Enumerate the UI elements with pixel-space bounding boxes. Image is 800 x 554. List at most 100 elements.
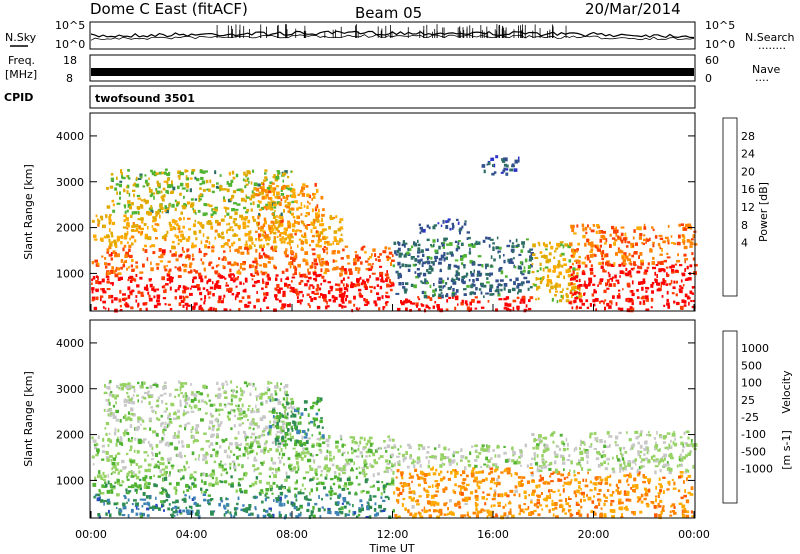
heatmap-cell [142, 263, 145, 268]
heatmap-cell [164, 268, 168, 272]
heatmap-cell [550, 285, 554, 290]
heatmap-cell [200, 240, 203, 245]
heatmap-cell [320, 257, 325, 261]
heatmap-cell [183, 465, 186, 468]
heatmap-cell [195, 431, 199, 434]
heatmap-cell [593, 290, 597, 294]
heatmap-cell [333, 216, 336, 219]
heatmap-cell [160, 254, 164, 259]
heatmap-cell [281, 240, 286, 243]
heatmap-cell [194, 198, 198, 201]
heatmap-cell [110, 231, 113, 234]
heatmap-cell [149, 476, 153, 480]
heatmap-cell [225, 471, 229, 475]
heatmap-cell [638, 226, 642, 231]
heatmap-cell [240, 197, 245, 202]
heatmap-cell [573, 474, 577, 477]
heatmap-cell [346, 284, 350, 288]
heatmap-cell [237, 262, 239, 267]
heatmap-cell [115, 176, 118, 180]
heatmap-cell [177, 242, 180, 246]
heatmap-cell [272, 222, 275, 226]
heatmap-cell [514, 485, 518, 489]
heatmap-cell [422, 272, 427, 277]
heatmap-cell [210, 433, 215, 437]
heatmap-cell [305, 259, 308, 262]
heatmap-cell [119, 196, 121, 200]
heatmap-cell [226, 223, 228, 226]
heatmap-cell [299, 192, 302, 195]
heatmap-cell [266, 206, 270, 209]
heatmap-cell [358, 256, 361, 260]
heatmap-cell [286, 475, 291, 479]
heatmap-cell [167, 184, 171, 189]
heatmap-cell [322, 248, 324, 251]
heatmap-cell [198, 454, 200, 458]
heatmap-cell [246, 419, 249, 422]
heatmap-cell [507, 258, 509, 263]
heatmap-cell [589, 254, 594, 258]
heatmap-cell [453, 490, 457, 494]
heatmap-cell [567, 244, 572, 249]
heatmap-cell [138, 470, 141, 474]
heatmap-cell [199, 222, 203, 226]
heatmap-cell [413, 284, 417, 289]
heatmap-cell [499, 267, 503, 270]
heatmap-cell [457, 272, 460, 276]
heatmap-cell [188, 404, 191, 408]
heatmap-cell [599, 238, 603, 243]
heatmap-cell [137, 197, 142, 200]
heatmap-cell [590, 271, 594, 275]
heatmap-cell [401, 243, 406, 247]
heatmap-cell [230, 273, 235, 276]
heatmap-cell [360, 490, 364, 494]
heatmap-cell [306, 450, 310, 455]
heatmap-cell [518, 448, 522, 452]
heatmap-cell [212, 472, 216, 476]
heatmap-cell [202, 188, 206, 192]
heatmap-cell [506, 458, 511, 463]
heatmap-cell [313, 421, 316, 424]
heatmap-cell [586, 254, 590, 258]
heatmap-cell [453, 264, 457, 268]
heatmap-cell [179, 403, 182, 407]
heatmap-cell [311, 443, 315, 446]
heatmap-cell [440, 291, 443, 295]
heatmap-cell [470, 307, 473, 312]
heatmap-cell [669, 265, 672, 269]
heatmap-cell [316, 263, 319, 266]
heatmap-cell [397, 500, 400, 504]
heatmap-cell [191, 426, 194, 430]
heatmap-cell [183, 412, 187, 415]
heatmap-cell [205, 460, 208, 465]
heatmap-cell [388, 279, 391, 283]
heatmap-cell [490, 457, 493, 460]
heatmap-cell [147, 212, 152, 216]
heatmap-cell [476, 455, 480, 459]
heatmap-cell [116, 462, 120, 466]
heatmap-cell [176, 267, 180, 271]
heatmap-cell [641, 281, 646, 284]
heatmap-cell [177, 275, 182, 278]
heatmap-cell [407, 248, 412, 251]
heatmap-cell [245, 442, 249, 446]
heatmap-cell [425, 456, 428, 460]
heatmap-cell [186, 249, 189, 252]
heatmap-cell [460, 459, 463, 462]
heatmap-cell [276, 191, 280, 195]
heatmap-cell [402, 497, 406, 501]
heatmap-cell [307, 413, 310, 417]
heatmap-cell [417, 296, 420, 299]
heatmap-cell [615, 232, 618, 237]
heatmap-cell [419, 515, 424, 519]
heatmap-cell [329, 497, 332, 500]
heatmap-cell [198, 229, 202, 234]
heatmap-cell [541, 279, 543, 282]
heatmap-cell [304, 214, 308, 218]
heatmap-cell [120, 266, 123, 270]
heatmap-cell [173, 486, 177, 490]
heatmap-cell [338, 507, 342, 511]
heatmap-cell [623, 252, 627, 256]
heatmap-cell [241, 296, 245, 300]
heatmap-cell [576, 224, 579, 228]
